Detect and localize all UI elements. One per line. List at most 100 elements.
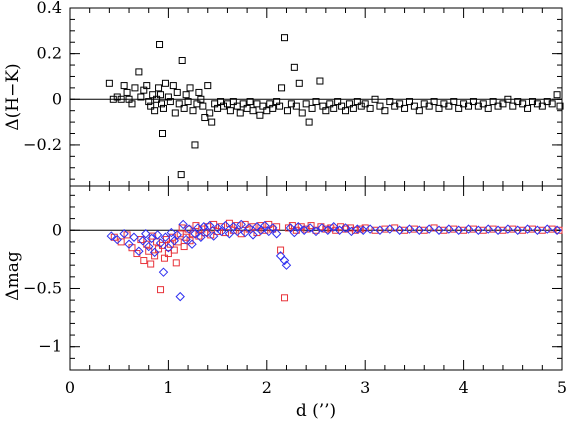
data-point (257, 222, 265, 230)
top-panel: 0.4 0.2 0 −0.2 Δ(H−K) (3, 0, 564, 187)
data-point (396, 100, 404, 108)
data-point (186, 84, 194, 92)
data-point (371, 226, 379, 234)
data-point (283, 107, 291, 115)
data-point (226, 107, 234, 115)
data-point (453, 225, 464, 235)
data-point (163, 243, 174, 253)
data-point (394, 225, 405, 235)
data-point (138, 236, 148, 246)
data-point (376, 102, 384, 110)
data-point (229, 98, 237, 106)
data-point (295, 79, 303, 87)
data-point (430, 98, 438, 106)
data-point (405, 98, 413, 106)
data-point (298, 109, 306, 117)
data-point (236, 219, 246, 230)
data-point (159, 104, 167, 112)
data-point (479, 100, 487, 108)
data-point (175, 100, 183, 108)
data-point (278, 84, 286, 92)
data-point (509, 225, 517, 233)
data-point (361, 100, 369, 108)
data-point (316, 77, 324, 85)
data-point (528, 225, 536, 233)
data-point (308, 104, 316, 112)
data-point (224, 229, 235, 239)
data-point (381, 107, 389, 115)
data-point (128, 100, 136, 108)
x-axis-title: d (’’) (296, 401, 336, 421)
data-point (249, 223, 257, 231)
data-point (371, 95, 379, 103)
data-point (273, 223, 281, 231)
data-point (220, 220, 231, 231)
data-point (424, 224, 434, 234)
top-y-tick-labels: 0.4 0.2 0 −0.2 (23, 0, 62, 154)
bottom-y-tick-labels: 0 −0.5 −1 (23, 220, 62, 355)
data-point (552, 225, 562, 235)
data-point (173, 88, 181, 96)
data-point (246, 98, 254, 106)
data-point (440, 100, 448, 108)
data-point (305, 223, 315, 233)
data-point (415, 107, 423, 115)
data-point (134, 246, 144, 256)
bottom-minor-ticks (69, 186, 563, 370)
data-point (340, 223, 351, 233)
data-point (548, 100, 556, 108)
data-point (312, 98, 320, 106)
data-point (317, 223, 325, 231)
data-point (277, 246, 285, 254)
data-point (414, 225, 425, 235)
data-point (105, 79, 113, 87)
data-point (504, 95, 512, 103)
data-point (292, 102, 300, 110)
data-point (124, 239, 134, 249)
y-tick-label: 0.4 (37, 0, 62, 17)
data-point (469, 98, 477, 106)
data-point (445, 102, 453, 110)
data-point (155, 238, 166, 248)
data-point (178, 56, 186, 64)
data-point (129, 232, 139, 242)
data-point (232, 226, 242, 237)
data-point (152, 230, 163, 240)
top-y-ticks (70, 7, 562, 146)
data-point (420, 100, 428, 108)
data-point (556, 102, 564, 110)
data-point (158, 130, 166, 138)
data-point (190, 229, 200, 239)
data-point (469, 225, 477, 233)
data-point (410, 102, 418, 110)
data-point (345, 100, 353, 108)
data-point (463, 224, 474, 234)
x-tick-labels: 0 1 2 3 4 5 (65, 378, 567, 397)
data-point (177, 171, 185, 179)
data-point (172, 259, 180, 267)
data-point (455, 104, 463, 112)
data-point (503, 224, 513, 234)
data-point (174, 238, 182, 246)
data-point (284, 224, 292, 232)
data-point (160, 232, 171, 242)
data-point (260, 220, 270, 231)
data-point (233, 222, 241, 230)
data-point (140, 257, 148, 265)
data-point (117, 95, 125, 103)
data-point (381, 225, 389, 233)
data-point (135, 68, 143, 76)
data-point (543, 98, 551, 106)
data-point (180, 104, 188, 112)
data-point (357, 102, 365, 110)
data-point (210, 220, 218, 228)
data-point (187, 239, 197, 249)
data-point (261, 226, 269, 234)
data-point (493, 225, 503, 235)
data-point (171, 109, 179, 117)
data-point (293, 222, 303, 232)
data-point (484, 104, 492, 112)
data-point (170, 246, 178, 254)
data-point (499, 226, 507, 234)
